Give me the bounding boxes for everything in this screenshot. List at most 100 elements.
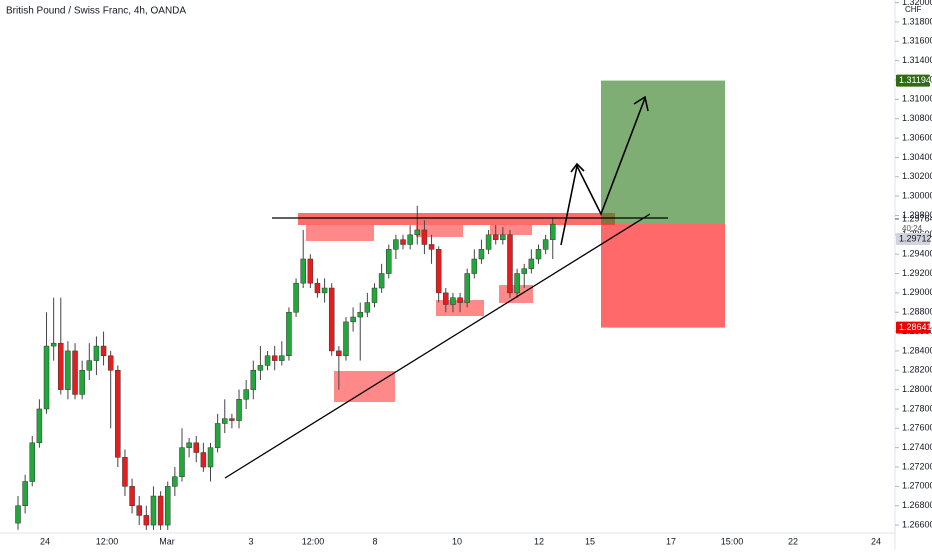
candle-body xyxy=(79,370,85,395)
candle-body xyxy=(58,342,64,390)
candle-body xyxy=(293,282,299,313)
candle-body xyxy=(492,234,499,240)
candle-body xyxy=(514,273,520,294)
currency: CHF xyxy=(905,5,922,14)
y-tick-label: 1.27800 xyxy=(902,403,932,413)
candle-body xyxy=(229,418,235,421)
candle-body xyxy=(179,447,185,477)
candle-body xyxy=(107,355,114,371)
x-tick-label: 12:00 xyxy=(96,536,119,546)
y-tick-label: 1.31600 xyxy=(902,36,932,46)
take-profit-box xyxy=(601,80,725,224)
y-tick-label: 1.28000 xyxy=(902,384,932,394)
candle-body xyxy=(443,292,449,305)
candle-body xyxy=(521,268,527,274)
candle-body xyxy=(43,345,50,410)
candle-body xyxy=(286,311,292,357)
candle-body xyxy=(350,316,356,323)
candle-body xyxy=(143,515,150,526)
candle-body xyxy=(193,442,199,453)
y-tick-label: 1.30000 xyxy=(902,190,932,200)
arrow-head xyxy=(570,162,585,173)
candle-body xyxy=(478,249,485,260)
candle-body xyxy=(307,258,314,284)
candle-body xyxy=(300,258,306,284)
stop-box xyxy=(601,223,725,328)
candle-body xyxy=(371,287,378,303)
take-profit-label-bg xyxy=(896,74,930,87)
drawings xyxy=(298,80,725,402)
candle-body xyxy=(200,452,207,468)
candle-body xyxy=(535,249,542,260)
candle-body xyxy=(435,249,442,294)
candle-body xyxy=(457,297,463,303)
last-price-label: 1.29764 xyxy=(902,213,932,223)
candle-body xyxy=(328,287,335,352)
candle-body xyxy=(485,234,492,250)
candle-body xyxy=(243,389,249,400)
candle-body xyxy=(314,282,321,294)
candle-body xyxy=(257,365,264,371)
y-tick-label: 1.29200 xyxy=(902,268,932,278)
y-tick-label: 1.31800 xyxy=(902,16,932,26)
y-tick-label: 1.27400 xyxy=(902,442,932,452)
y-tick-label: 1.28200 xyxy=(902,365,932,375)
candle-body xyxy=(122,457,128,487)
candle-body xyxy=(129,486,135,506)
candle-body xyxy=(15,505,21,524)
candle-body xyxy=(271,355,278,361)
x-tick-label: 24 xyxy=(40,536,50,546)
candle-body xyxy=(214,423,221,448)
x-tick-label: 17 xyxy=(666,536,676,546)
candle-body xyxy=(407,234,413,245)
candle-body xyxy=(36,408,43,444)
candle-body xyxy=(500,234,506,240)
y-tick-label: 1.30800 xyxy=(902,113,932,123)
x-tick-label: 15 xyxy=(585,536,595,546)
candle-body xyxy=(421,229,428,245)
candle-body xyxy=(93,345,100,361)
y-tick-label: 1.30400 xyxy=(902,152,932,162)
y-tick-label: 1.31000 xyxy=(902,94,932,104)
arrow-head xyxy=(633,95,649,112)
y-tick-label: 1.31400 xyxy=(902,55,932,65)
candle-body xyxy=(250,370,257,390)
candle-body xyxy=(164,486,171,526)
chart-title: British Pound / Swiss Franc, 4h, OANDA xyxy=(6,6,186,17)
candle-body xyxy=(115,370,121,458)
candle-body xyxy=(428,244,435,250)
candle-body xyxy=(150,495,157,526)
candle-body xyxy=(542,239,549,250)
zone xyxy=(306,225,374,241)
entry-label: 1.29712 xyxy=(899,233,932,243)
x-tick-label: 8 xyxy=(372,536,377,546)
y-tick-label: 1.28400 xyxy=(902,345,932,355)
candle-body xyxy=(400,239,406,245)
candle-body xyxy=(343,321,349,357)
candle-body xyxy=(357,311,363,318)
candle-body xyxy=(450,297,456,305)
y-tick-label: 1.30600 xyxy=(902,132,932,142)
candle-body xyxy=(186,442,192,448)
x-tick-label: 12 xyxy=(534,536,544,546)
candle-body xyxy=(507,234,513,294)
y-tick-label: 1.29000 xyxy=(902,287,932,297)
take-profit-label: 1.31194 xyxy=(899,75,931,85)
candle-body xyxy=(336,350,342,357)
candle-body xyxy=(386,249,392,274)
x-tick-label: 22 xyxy=(788,536,798,546)
candle-body xyxy=(157,495,164,526)
overlay xyxy=(224,95,668,479)
candle-body xyxy=(50,342,57,347)
x-tick-label: 3 xyxy=(248,536,253,546)
candle-body xyxy=(414,229,421,236)
candle-body xyxy=(393,239,399,250)
candle-body xyxy=(471,258,478,274)
x-tick-label: 24 xyxy=(871,536,881,546)
y-tick-label: 1.27600 xyxy=(902,423,932,433)
y-tick-label: 1.26800 xyxy=(902,500,932,510)
candle-body xyxy=(86,360,93,371)
candle-body xyxy=(65,350,71,390)
candle-body xyxy=(264,355,271,366)
